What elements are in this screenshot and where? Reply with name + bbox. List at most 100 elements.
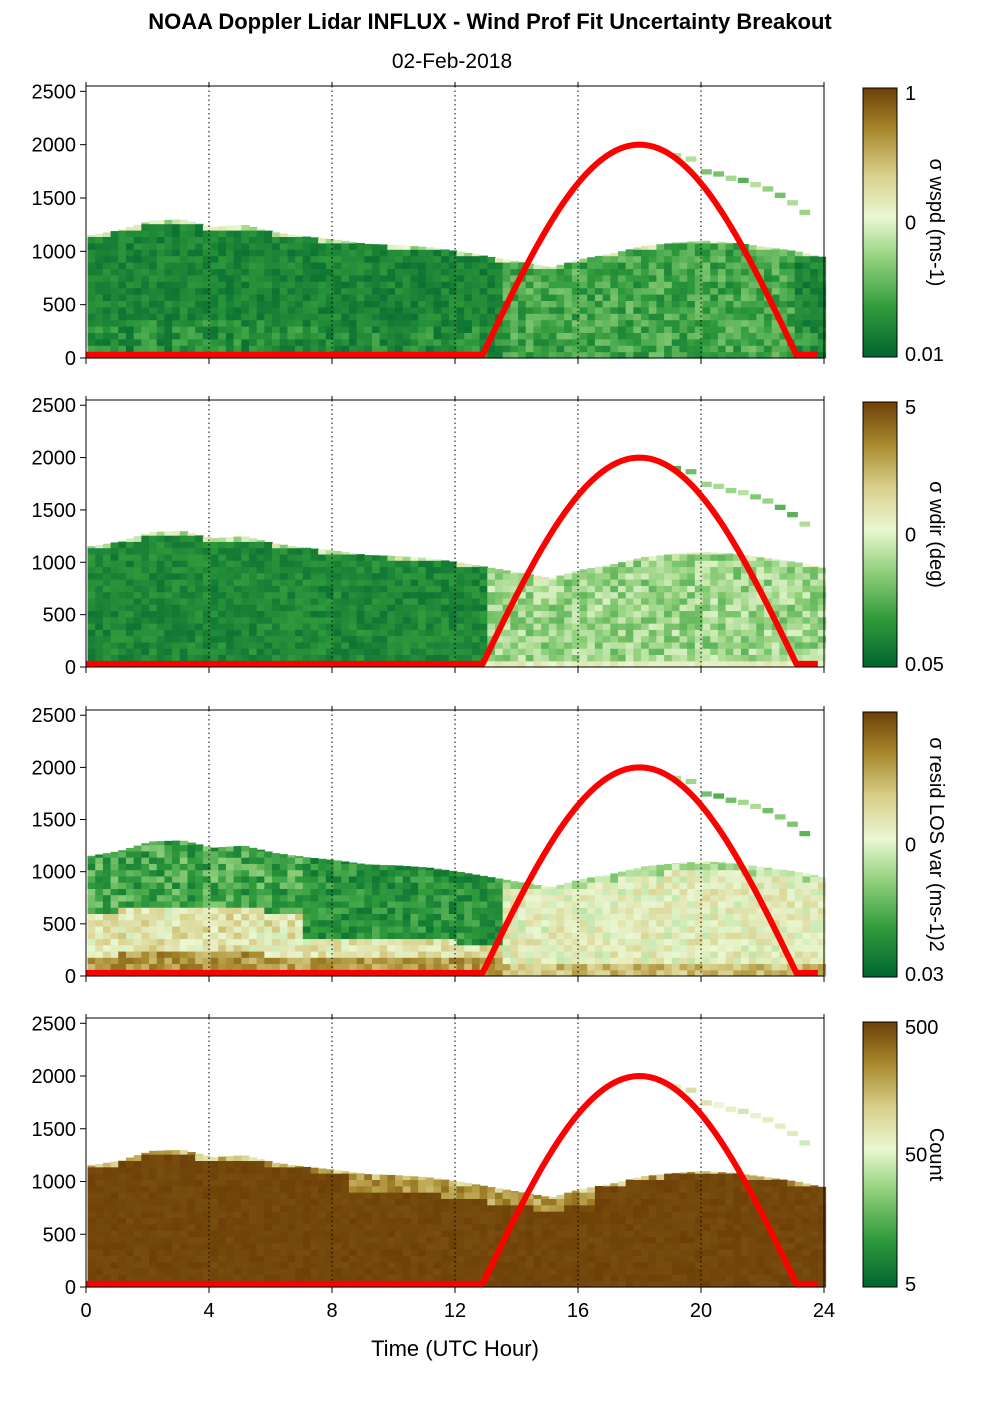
heatmap-cell (125, 553, 135, 561)
heatmap-cell (333, 616, 342, 624)
heatmap-cell (279, 604, 289, 612)
heatmap-cell (356, 300, 365, 308)
heatmap-cell (725, 242, 734, 244)
heatmap-cell (310, 313, 319, 321)
heatmap-cell (133, 572, 142, 580)
heatmap-cell (164, 882, 173, 889)
heatmap-cell (625, 648, 634, 656)
heatmap-cell (287, 326, 296, 333)
heatmap-cell (633, 938, 642, 946)
heatmap-cell (118, 230, 127, 237)
heatmap-cell (248, 957, 258, 965)
heatmap-cell (233, 255, 242, 263)
heatmap-cell (225, 882, 235, 889)
heatmap-cell (679, 641, 688, 649)
heatmap-cell (456, 255, 465, 263)
heatmap-cell (172, 888, 181, 896)
heatmap-cell (348, 268, 358, 276)
heatmap-cell (295, 579, 304, 586)
heatmap-cell (87, 249, 96, 257)
heatmap-cell (402, 268, 412, 276)
heatmap-cell (172, 616, 181, 624)
heatmap-cell (571, 274, 581, 282)
heatmap-cell (248, 913, 258, 921)
heatmap-cell (218, 345, 227, 353)
heatmap-cell (510, 345, 519, 353)
heatmap-cell (118, 913, 127, 921)
heatmap-cell (817, 256, 827, 263)
heatmap-cell (564, 969, 573, 977)
heatmap-cell (318, 963, 327, 971)
heatmap-cell (794, 585, 804, 593)
heatmap-cell (774, 192, 786, 198)
heatmap-cell (771, 610, 781, 618)
heatmap-cell (794, 281, 804, 289)
heatmap-cell (264, 957, 273, 965)
heatmap-cell (737, 177, 749, 184)
heatmap-cell (218, 882, 227, 889)
heatmap-cell (248, 888, 258, 896)
heatmap-cell (149, 300, 158, 308)
heatmap-cell (172, 249, 181, 257)
heatmap-cell (333, 641, 342, 649)
heatmap-cell (579, 913, 588, 921)
heatmap-cell (541, 300, 550, 308)
heatmap-cell (179, 950, 189, 958)
heatmap-cell (602, 604, 611, 612)
heatmap-cell (118, 572, 127, 580)
heatmap-cell (102, 242, 112, 250)
heatmap-cell (571, 579, 581, 586)
heatmap-cell (671, 572, 681, 580)
heatmap-cell (218, 604, 227, 612)
heatmap-cell (241, 950, 250, 958)
heatmap-cell (625, 616, 634, 624)
heatmap-cell (379, 963, 388, 971)
heatmap-cell (218, 944, 227, 952)
heatmap-cell (248, 919, 258, 927)
heatmap-cell (125, 654, 135, 662)
heatmap-cell (433, 326, 442, 333)
heatmap-cell (717, 579, 727, 586)
heatmap-cell (395, 313, 404, 321)
heatmap-cell (233, 572, 242, 580)
heatmap-cell (433, 262, 442, 269)
heatmap-cell (164, 863, 173, 871)
heatmap-cell (610, 281, 619, 289)
heatmap-cell (241, 648, 250, 656)
heatmap-cell (202, 236, 212, 244)
heatmap-cell (740, 287, 750, 295)
heatmap-cell (810, 648, 819, 656)
heatmap-cell (525, 883, 535, 889)
heatmap-cell (202, 604, 212, 612)
heatmap-cell (533, 623, 542, 630)
heatmap-cell (810, 565, 819, 568)
heatmap-cell (310, 913, 319, 921)
heatmap-cell (510, 604, 519, 612)
heatmap-cell (379, 882, 388, 889)
heatmap-cell (156, 326, 166, 333)
heatmap-cell (548, 577, 558, 580)
heatmap-cell (725, 255, 734, 263)
heatmap-cell (594, 957, 604, 965)
heatmap-cell (733, 332, 742, 340)
heatmap-cell (149, 547, 158, 555)
heatmap-cell (779, 610, 788, 618)
heatmap-cell (287, 932, 296, 940)
heatmap-cell (387, 345, 396, 353)
heatmap-cell (179, 957, 189, 965)
heatmap-cell (302, 338, 312, 346)
heatmap-cell (110, 907, 119, 915)
heatmap-cell (764, 274, 773, 282)
heatmap-cell (564, 326, 573, 333)
heatmap-cell (295, 648, 304, 656)
heatmap-cell (740, 255, 750, 263)
heatmap-cell (664, 281, 673, 289)
heatmap-cell (156, 553, 166, 561)
heatmap-cell (371, 864, 381, 871)
heatmap-cell (241, 326, 250, 333)
heatmap-cell (279, 287, 289, 295)
heatmap-cell (502, 585, 511, 593)
heatmap-cell (410, 925, 419, 933)
heatmap-cell (502, 326, 511, 333)
heatmap-cell (510, 319, 519, 327)
